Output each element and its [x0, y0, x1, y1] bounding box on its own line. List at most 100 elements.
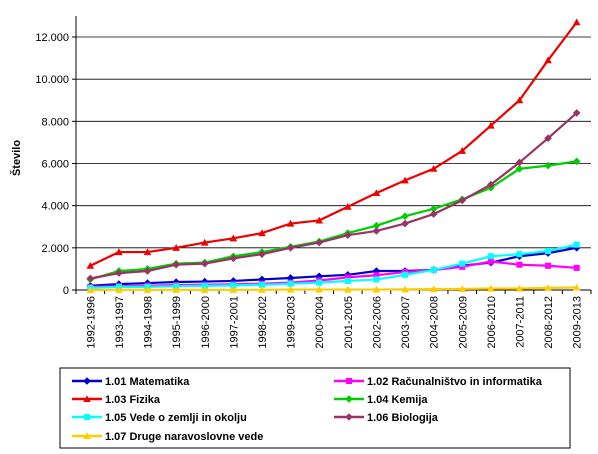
- data-point: [516, 261, 523, 268]
- y-tick-label: 0: [63, 285, 69, 297]
- data-point: [200, 285, 209, 293]
- x-tick-label: 2004-2008: [429, 296, 441, 349]
- data-point: [544, 56, 552, 64]
- data-point: [345, 413, 353, 421]
- y-tick-label: 12.000: [35, 32, 69, 44]
- data-point: [429, 205, 438, 213]
- x-tick-label: 1994-1998: [143, 296, 155, 349]
- data-point: [429, 285, 438, 293]
- data-point: [487, 121, 495, 129]
- data-point: [115, 269, 123, 277]
- series-line: [86, 283, 581, 294]
- data-point: [429, 210, 438, 218]
- data-point: [258, 285, 266, 293]
- data-point: [572, 18, 581, 26]
- x-tick-label: 1999-2003: [286, 296, 298, 349]
- legend-item: 1.04 Kemija: [334, 394, 428, 406]
- data-point: [544, 161, 552, 170]
- data-point: [459, 260, 466, 267]
- data-point: [316, 279, 323, 286]
- grid: [76, 36, 591, 249]
- data-point: [572, 157, 581, 166]
- data-point: [515, 164, 524, 173]
- x-tick-label: 1998-2002: [257, 296, 269, 349]
- legend-label: 1.04 Kemija: [367, 394, 428, 406]
- data-point: [200, 238, 209, 246]
- data-point: [344, 285, 352, 293]
- data-point: [401, 271, 409, 278]
- x-tick-label: 2002-2006: [371, 296, 383, 349]
- y-axis-label: Število: [10, 140, 23, 176]
- data-point: [83, 432, 91, 440]
- data-point: [401, 212, 409, 221]
- data-point: [373, 276, 380, 283]
- x-tick-label: 1997-2001: [228, 296, 240, 349]
- data-point: [487, 253, 494, 260]
- data-point: [229, 234, 238, 242]
- data-point: [86, 274, 95, 283]
- x-tick-label: 2005-2009: [457, 296, 469, 349]
- data-point: [172, 285, 180, 293]
- data-point: [286, 244, 295, 252]
- legend: 1.01 Matematika 1.02 Računalništvo in inf…: [72, 376, 543, 443]
- data-point: [515, 284, 524, 292]
- series-path: [90, 112, 578, 280]
- data-point: [83, 377, 91, 385]
- data-point: [515, 96, 524, 104]
- data-point: [372, 227, 381, 235]
- data-point: [201, 282, 208, 289]
- data-point: [315, 238, 323, 247]
- data-point: [516, 251, 523, 258]
- data-point: [344, 202, 352, 210]
- data-point: [315, 285, 323, 293]
- legend-label: 1.01 Matematika: [105, 376, 190, 388]
- data-point: [287, 280, 294, 287]
- data-point: [401, 285, 409, 293]
- x-tick-label: 2008-2012: [543, 296, 555, 349]
- data-point: [115, 248, 123, 256]
- data-point: [86, 286, 95, 294]
- data-point: [458, 285, 467, 292]
- data-point: [258, 281, 266, 288]
- x-tick-label: 2003-2007: [400, 296, 412, 349]
- data-point: [372, 189, 381, 197]
- series-path: [90, 243, 577, 289]
- x-tick-label: 2009-2013: [572, 296, 584, 349]
- x-tick-label: 2006-2010: [486, 296, 498, 349]
- data-point: [372, 267, 381, 275]
- data-point: [115, 285, 123, 293]
- data-point: [286, 285, 295, 293]
- data-point: [286, 219, 295, 227]
- data-point: [143, 267, 152, 275]
- data-point: [572, 244, 581, 252]
- data-point: [344, 277, 351, 284]
- x-tick-label: 2000-2004: [314, 296, 326, 349]
- data-point: [86, 261, 95, 269]
- data-point: [573, 264, 580, 271]
- data-point: [544, 284, 552, 291]
- x-tick-label: 1996-2000: [200, 296, 212, 349]
- data-point: [373, 272, 380, 279]
- legend-item: 1.01 Matematika: [72, 376, 190, 388]
- y-tick-label: 6.000: [41, 159, 69, 171]
- y-tick-label: 4.000: [41, 201, 69, 213]
- data-point: [344, 274, 351, 281]
- legend-label: 1.02 Računalništvo in informatika: [367, 376, 543, 388]
- x-tick-label: 2001-2005: [343, 296, 355, 349]
- series-path: [89, 160, 577, 281]
- data-point: [229, 285, 238, 293]
- series-path: [89, 21, 578, 267]
- data-point: [430, 266, 437, 274]
- legend-item: 1.06 Biologija: [334, 412, 439, 424]
- data-point: [515, 158, 524, 167]
- data-point: [487, 180, 495, 189]
- series-path: [90, 286, 577, 292]
- data-point: [401, 176, 409, 184]
- data-point: [572, 109, 581, 117]
- legend-item: 1.07 Druge naravoslovne vede: [72, 431, 263, 443]
- data-point: [143, 248, 152, 256]
- x-tick-label: 1992-1996: [85, 296, 97, 349]
- data-point: [458, 196, 467, 205]
- data-point: [458, 147, 467, 154]
